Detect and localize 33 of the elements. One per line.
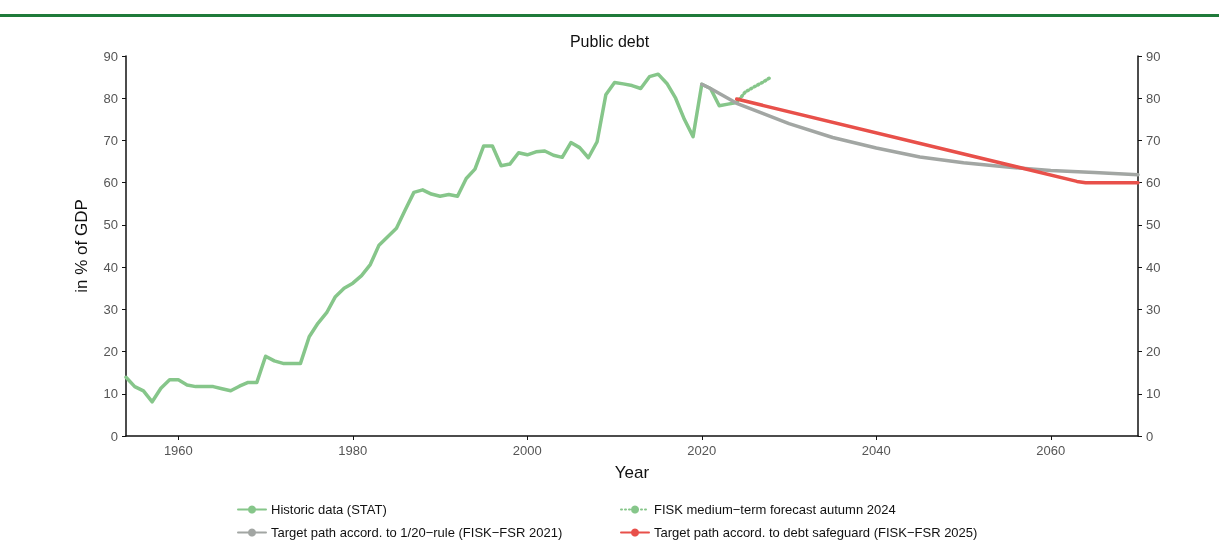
y-tick-label: 50: [103, 217, 118, 233]
y2-tick-label: 50: [1146, 217, 1161, 233]
y2-tick-label: 90: [1146, 48, 1161, 64]
x-axis-title: Year: [614, 463, 650, 482]
y2-tick-label: 70: [1146, 132, 1161, 148]
y2-tick-label: 80: [1146, 90, 1161, 106]
y2-tick-label: 60: [1146, 175, 1161, 191]
y-tick-label: 10: [103, 386, 118, 402]
y-tick-label: 0: [110, 428, 118, 444]
y2-tick-label: 30: [1146, 301, 1161, 317]
x-tick-label: 2020: [687, 443, 717, 458]
y-tick-label: 30: [103, 301, 118, 317]
x-tick-label: 2060: [1036, 443, 1066, 458]
legend-label: FISK medium−term forecast autumn 2024: [654, 502, 896, 517]
y-tick-label: 60: [103, 175, 118, 191]
x-tick-label: 2040: [861, 443, 891, 458]
y-tick-label: 70: [103, 132, 118, 148]
chart-title: Public debt: [569, 32, 650, 50]
y-tick-label: 90: [103, 48, 118, 64]
y-tick-label: 80: [103, 90, 118, 106]
legend-label: Target path accord. to debt safeguard (FISK−FSR 2025): [654, 525, 978, 540]
legend-label: Target path accord. to 1/20−rule (FISK−FSR 2021): [271, 525, 563, 540]
legend-label: Historic data (STAT): [271, 502, 387, 517]
x-tick-label: 1960: [163, 443, 193, 458]
y2-tick-label: 0: [1146, 428, 1154, 444]
y-tick-label: 20: [103, 344, 118, 360]
y-axis-title: in % of GDP: [72, 199, 91, 293]
y-tick-label: 40: [103, 259, 118, 275]
x-tick-label: 2000: [512, 443, 542, 458]
y2-tick-label: 40: [1146, 259, 1161, 275]
y2-tick-label: 10: [1146, 386, 1161, 402]
y2-tick-label: 20: [1146, 344, 1161, 360]
x-tick-label: 1980: [338, 443, 368, 458]
